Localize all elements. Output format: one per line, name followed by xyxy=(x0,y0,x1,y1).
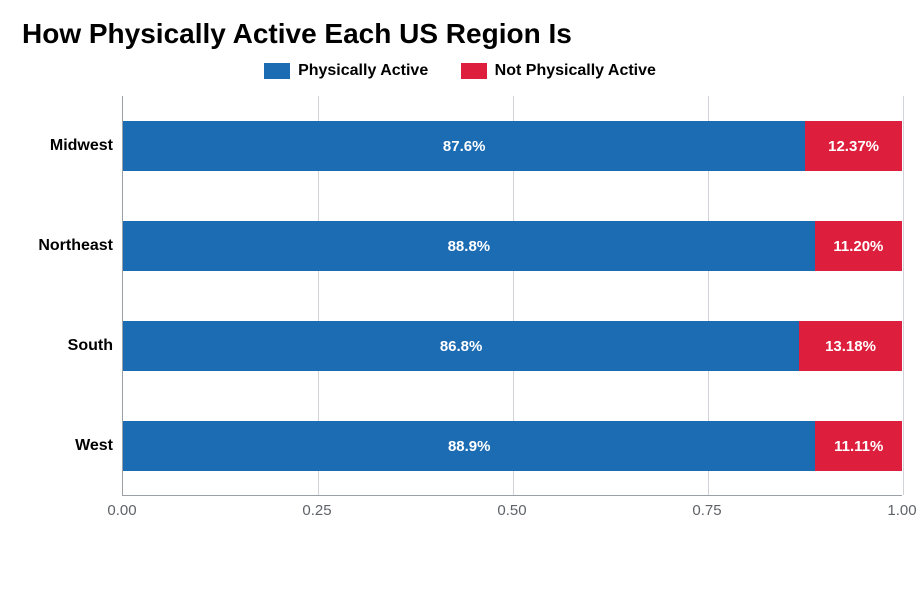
bar-segment-notactive: 12.37% xyxy=(805,121,901,171)
chart-container: How Physically Active Each US Region Is … xyxy=(0,0,920,536)
y-axis-label: Midwest xyxy=(23,121,113,171)
legend: Physically Active Not Physically Active xyxy=(22,62,898,84)
legend-item-active: Physically Active xyxy=(264,62,428,80)
legend-label-notactive: Not Physically Active xyxy=(495,62,656,80)
y-axis-label: Northeast xyxy=(23,221,113,271)
legend-label-active: Physically Active xyxy=(298,62,428,80)
bar-row: Midwest87.6%12.37% xyxy=(123,121,902,171)
x-axis-tick: 0.25 xyxy=(302,502,331,519)
bar-row: Northeast88.8%11.20% xyxy=(123,221,902,271)
bar-segment-notactive: 11.11% xyxy=(815,421,902,471)
bar-row: South86.8%13.18% xyxy=(123,321,902,371)
bar-segment-active: 86.8% xyxy=(123,321,799,371)
gridline xyxy=(903,96,904,495)
bar-row: West88.9%11.11% xyxy=(123,421,902,471)
legend-swatch-active xyxy=(264,63,290,79)
chart-title: How Physically Active Each US Region Is xyxy=(22,18,898,50)
legend-item-notactive: Not Physically Active xyxy=(461,62,656,80)
bar-segment-notactive: 11.20% xyxy=(815,221,902,271)
x-axis-tick: 0.75 xyxy=(692,502,721,519)
bar-segment-active: 87.6% xyxy=(123,121,805,171)
bar-segment-active: 88.8% xyxy=(123,221,815,271)
plot-area: Midwest87.6%12.37% Northeast88.8%11.20% So… xyxy=(122,96,902,496)
x-axis: 0.000.250.500.751.00 xyxy=(122,496,902,526)
y-axis-label: West xyxy=(23,421,113,471)
x-axis-tick: 0.00 xyxy=(107,502,136,519)
legend-swatch-notactive xyxy=(461,63,487,79)
bar-segment-active: 88.9% xyxy=(123,421,815,471)
x-axis-tick: 1.00 xyxy=(887,502,916,519)
x-axis-tick: 0.50 xyxy=(497,502,526,519)
bar-segment-notactive: 13.18% xyxy=(799,321,902,371)
y-axis-label: South xyxy=(23,321,113,371)
